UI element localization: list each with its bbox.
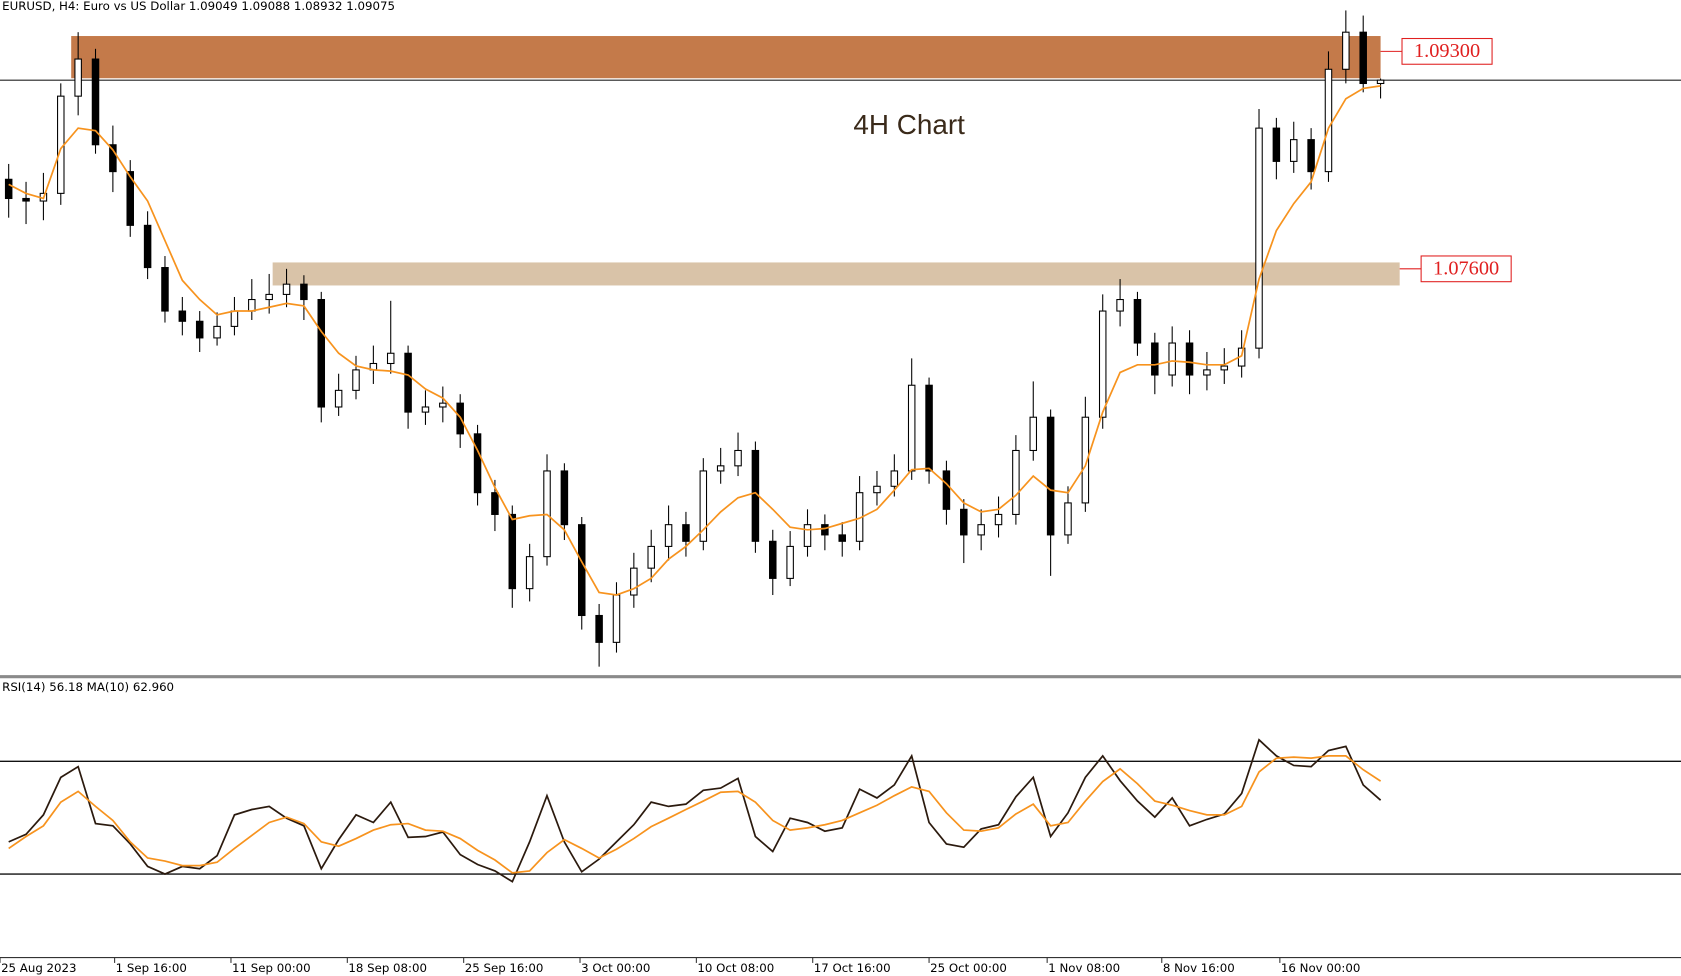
candle-body — [716, 465, 725, 472]
candle-body — [907, 384, 916, 472]
x-tick-label: 1 Nov 08:00 — [1048, 961, 1120, 975]
x-tick-label: 25 Sep 16:00 — [465, 961, 544, 975]
candle-body — [1012, 449, 1020, 515]
candle-body — [213, 325, 221, 339]
candle-body — [1324, 68, 1333, 173]
candle-body — [1168, 342, 1176, 376]
x-tick-label: 8 Nov 16:00 — [1163, 961, 1235, 975]
candle-body — [91, 58, 100, 146]
candle-body — [994, 513, 1003, 526]
candle-body — [1255, 127, 1263, 349]
candle-body — [1376, 79, 1385, 85]
x-tick-label: 3 Oct 00:00 — [581, 961, 650, 975]
candle-body — [699, 470, 708, 542]
candle-body — [1185, 342, 1194, 376]
candle-body — [22, 197, 30, 202]
candle-body — [647, 545, 655, 569]
candle-body — [161, 267, 169, 312]
candle-body — [1029, 416, 1038, 452]
zone-label: 1.09300 — [1414, 40, 1480, 62]
x-tick-label: 25 Oct 00:00 — [930, 961, 1007, 975]
candle-body — [977, 524, 985, 536]
candle-body — [317, 298, 326, 408]
zone-label-box — [1401, 37, 1493, 65]
candle-body — [734, 449, 742, 467]
candle-body — [1289, 139, 1298, 162]
zone-label-box — [1420, 255, 1512, 283]
candle-body — [334, 389, 343, 408]
candle-body — [890, 470, 899, 487]
candle-body — [352, 369, 360, 391]
moving-average — [8, 85, 1381, 596]
zone — [71, 36, 1381, 79]
candle-body — [126, 171, 134, 226]
x-tick-label: 17 Oct 16:00 — [814, 961, 891, 975]
candle-body — [300, 283, 308, 301]
candle-body — [786, 545, 794, 579]
candle-body — [1359, 31, 1367, 85]
candle-body — [1342, 31, 1350, 70]
candle-body — [630, 567, 638, 596]
candle-body — [803, 524, 812, 547]
candle-body — [74, 58, 82, 97]
candle-body — [1133, 298, 1142, 344]
candle-body — [560, 470, 569, 526]
candle-body — [439, 402, 447, 408]
candle-body — [386, 352, 395, 365]
candle-body — [595, 614, 603, 643]
chart-title: 4H Chart — [853, 109, 965, 140]
candle-body — [821, 524, 829, 536]
candle-body — [404, 352, 412, 413]
candle-body — [1307, 139, 1315, 173]
x-tick-label: 25 Aug 2023 — [1, 961, 76, 975]
candle-body — [682, 524, 690, 542]
x-tick-label: 11 Sep 00:00 — [232, 961, 311, 975]
zone-label: 1.07600 — [1433, 258, 1499, 280]
zone — [272, 262, 1400, 286]
candle-body — [178, 310, 187, 322]
x-tick-label: 18 Sep 08:00 — [348, 961, 427, 975]
candle-body — [612, 594, 621, 643]
x-tick-label: 16 Nov 00:00 — [1281, 961, 1360, 975]
candle-body — [1098, 310, 1107, 418]
candle-body — [925, 384, 933, 472]
candle-body — [143, 224, 152, 269]
candle-body — [838, 534, 846, 542]
candle-body — [1046, 416, 1055, 536]
candle-body — [873, 485, 881, 494]
candle-body — [1064, 502, 1072, 536]
candle-body — [4, 178, 13, 200]
candle-body — [109, 144, 117, 173]
candle-body — [1220, 365, 1229, 371]
candle-body — [1116, 298, 1124, 312]
header: EURUSD, H4: Euro vs US Dollar 1.09049 1.… — [2, 0, 395, 13]
x-tick-label: 1 Sep 16:00 — [116, 961, 187, 975]
rsi-line — [8, 755, 1382, 874]
candle-body — [1151, 342, 1159, 376]
candle-body — [1081, 416, 1090, 504]
rsi-line — [8, 738, 1382, 883]
candle-body — [577, 524, 586, 617]
candle-body — [265, 293, 273, 301]
candle-body — [491, 492, 499, 515]
candle-body — [248, 298, 256, 312]
candle-body — [525, 556, 534, 590]
candle-body — [1272, 127, 1281, 162]
candle-body — [508, 513, 517, 590]
candle-body — [195, 320, 204, 339]
candle-body — [230, 310, 239, 327]
candle-body — [769, 540, 777, 579]
candle-body — [942, 470, 951, 510]
candle-body — [421, 406, 430, 413]
candle-body — [1203, 369, 1211, 376]
candle-body — [960, 508, 968, 536]
candle-body — [664, 524, 673, 547]
candle-body — [473, 433, 482, 494]
rsi-label: RSI(14) 56.18 MA(10) 62.960 — [2, 680, 174, 694]
candle-body — [282, 283, 291, 295]
x-tick-label: 10 Oct 08:00 — [697, 961, 774, 975]
